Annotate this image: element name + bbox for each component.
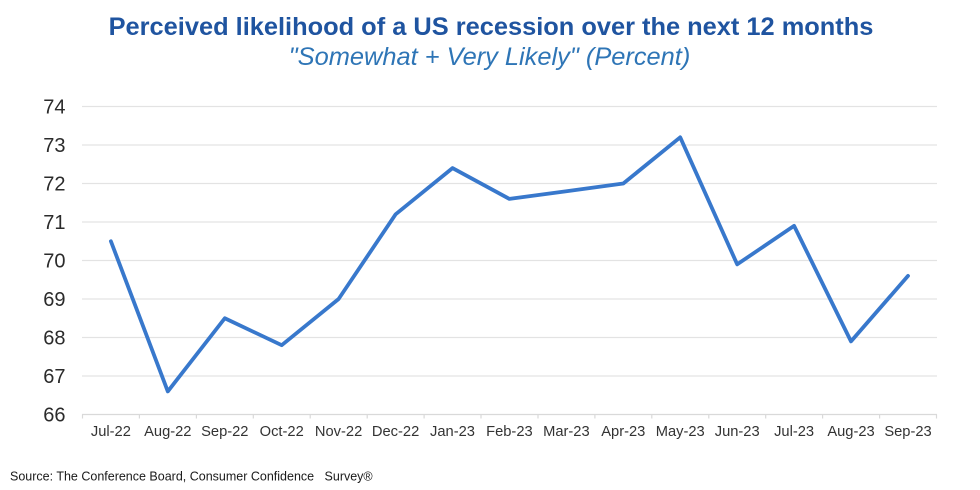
svg-text:Jun-23: Jun-23 (715, 424, 760, 440)
svg-text:Aug-22: Aug-22 (144, 424, 191, 440)
svg-text:67: 67 (43, 366, 65, 388)
svg-text:Jan-23: Jan-23 (430, 424, 475, 440)
svg-text:Sep-23: Sep-23 (884, 424, 931, 440)
svg-text:66: 66 (43, 405, 65, 427)
svg-text:Sep-22: Sep-22 (201, 424, 248, 440)
svg-text:Feb-23: Feb-23 (486, 424, 533, 440)
svg-text:74: 74 (43, 97, 65, 119)
svg-text:Jul-22: Jul-22 (91, 424, 131, 440)
svg-text:Dec-22: Dec-22 (372, 424, 419, 440)
svg-text:Source: The Conference Board,: Source: The Conference Board, Consumer C… (10, 470, 373, 484)
svg-text:70: 70 (43, 251, 65, 273)
svg-text:Mar-23: Mar-23 (543, 424, 590, 440)
svg-text:Oct-22: Oct-22 (260, 424, 304, 440)
svg-text:Perceived likelihood of a US r: Perceived likelihood of a US recession o… (109, 13, 874, 41)
svg-text:72: 72 (43, 174, 65, 196)
svg-text:68: 68 (43, 328, 65, 350)
svg-text:69: 69 (43, 289, 65, 311)
svg-text:73: 73 (43, 135, 65, 157)
svg-text:May-23: May-23 (656, 424, 705, 440)
svg-text:Aug-23: Aug-23 (827, 424, 874, 440)
svg-text:"Somewhat + Very Likely" (Perc: "Somewhat + Very Likely" (Percent) (289, 43, 691, 71)
svg-text:Nov-22: Nov-22 (315, 424, 362, 440)
svg-text:Apr-23: Apr-23 (601, 424, 645, 440)
svg-text:71: 71 (43, 212, 65, 234)
svg-text:Jul-23: Jul-23 (774, 424, 814, 440)
